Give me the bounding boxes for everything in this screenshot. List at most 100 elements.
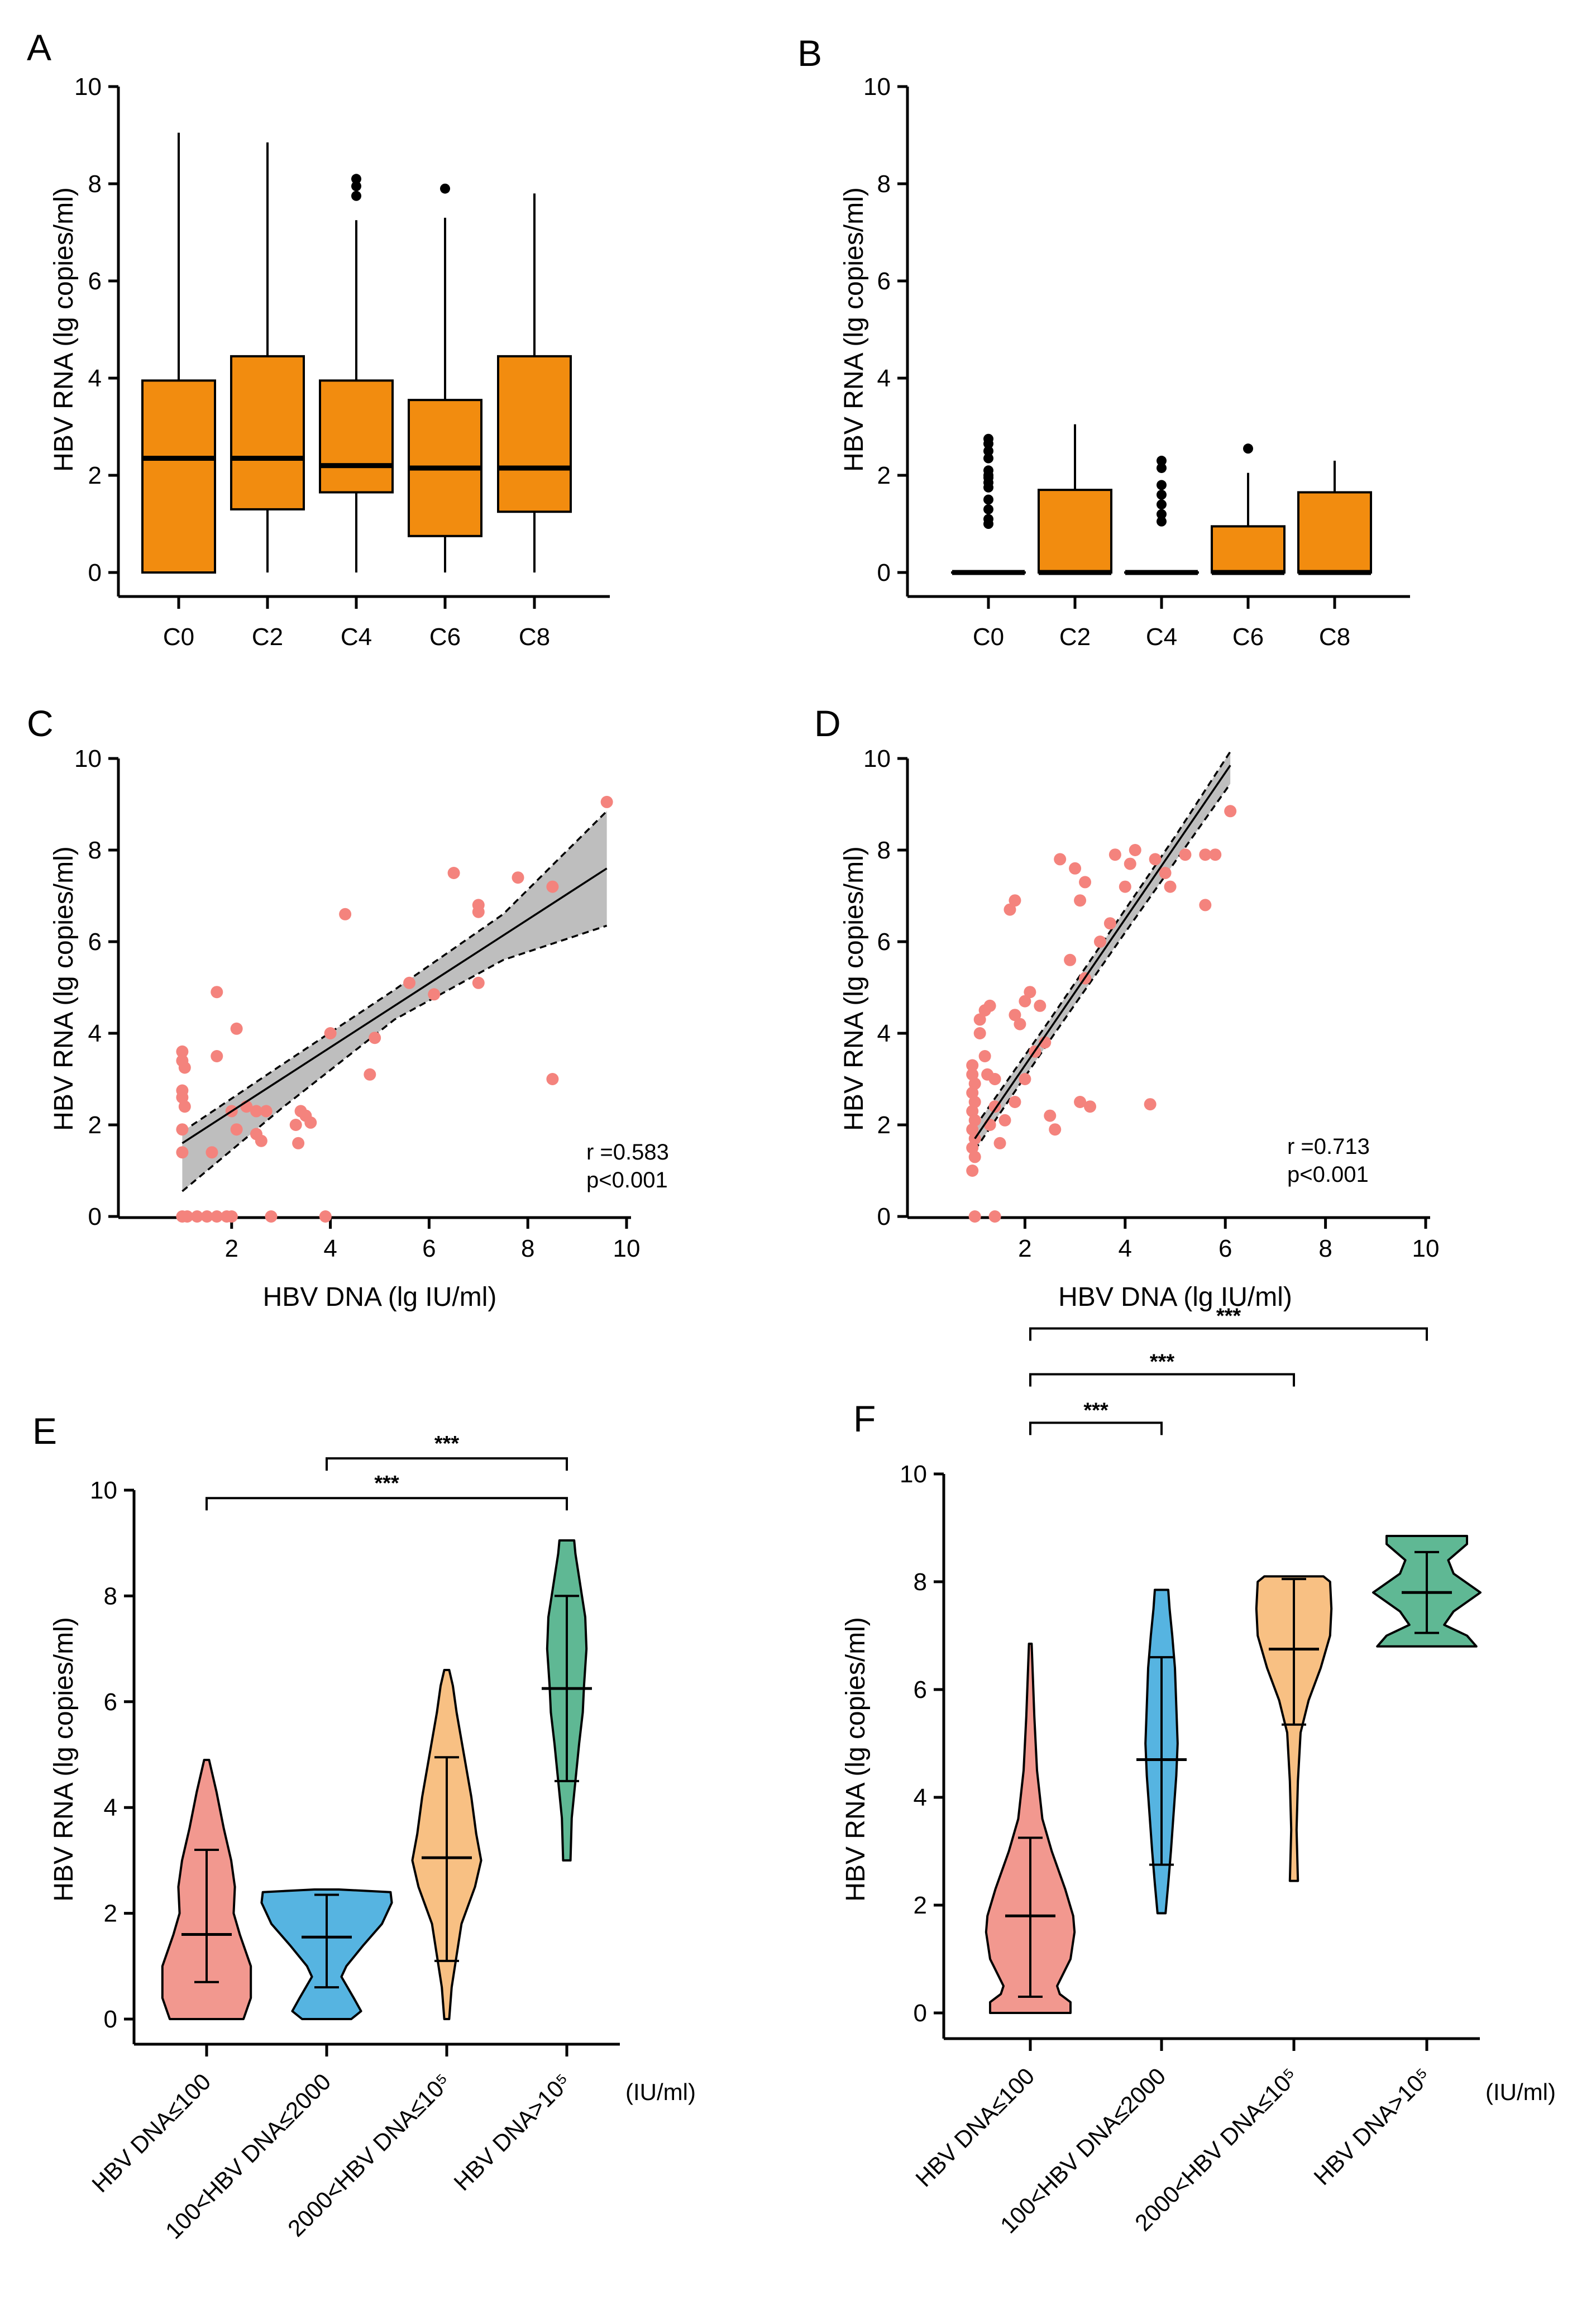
data-point	[304, 1116, 317, 1129]
outlier-point	[983, 494, 993, 505]
data-point	[206, 1146, 218, 1159]
y-tick-label: 4	[104, 1794, 117, 1821]
x-tick-label: 2	[225, 1235, 238, 1262]
outlier-point	[351, 190, 361, 201]
x-tick-label: C8	[519, 623, 550, 651]
x-tick-label: HBV DNA≤100	[87, 2068, 216, 2197]
data-point	[1009, 894, 1021, 907]
data-point	[968, 1151, 981, 1163]
data-point	[364, 1068, 376, 1081]
panel-c: C 0 2 4 6 8 10 HBV RNA (lg copies/ml) 2 4 6 8 10 HBV …	[27, 703, 669, 1312]
y-tick-label: 0	[877, 559, 891, 586]
y-axis-title: HBV RNA (lg copies/ml)	[49, 846, 79, 1130]
y-tick-label: 10	[900, 1461, 927, 1488]
data-point	[973, 1027, 986, 1039]
data-point	[176, 1146, 189, 1159]
outlier-point	[983, 504, 993, 514]
y-tick-label: 2	[877, 462, 891, 489]
data-point	[255, 1134, 267, 1147]
data-point	[1014, 1018, 1026, 1030]
violin	[985, 1642, 1076, 2014]
data-point	[339, 908, 352, 920]
data-point	[178, 1100, 191, 1113]
x-tick-label: 8	[521, 1235, 534, 1262]
data-point	[230, 1123, 243, 1136]
outlier-point	[1243, 443, 1253, 454]
data-point	[1199, 848, 1212, 861]
data-point	[428, 988, 441, 1001]
data-point	[211, 986, 223, 999]
data-point	[1084, 1100, 1097, 1113]
y-tick-label: 8	[88, 837, 102, 864]
panel-b: B 0 2 4 6 8 10 HBV RNA (lg copies/ml) C0 C2 C4 C6 C8	[797, 32, 1410, 651]
x-tick-label: 6	[1218, 1235, 1232, 1262]
data-point	[1004, 903, 1016, 916]
data-point	[983, 999, 996, 1012]
significance-label: ***	[374, 1472, 399, 1495]
x-axis-title: HBV DNA (lg IU/ml)	[1058, 1282, 1292, 1312]
panel-a: A 0 2 4 6 8 10 HBV RNA (lg copies/ml) C0 C2 C4 C6 C8	[27, 27, 610, 651]
data-point	[211, 1050, 223, 1062]
data-point	[472, 905, 485, 918]
x-tick-label: C4	[341, 623, 372, 651]
y-axis-title: HBV RNA (lg copies/ml)	[839, 187, 869, 471]
y-tick-label: 8	[88, 170, 102, 198]
data-point	[988, 1073, 1001, 1085]
outlier-point	[351, 181, 361, 192]
outlier-point	[351, 174, 361, 184]
x-tick-label: C2	[252, 623, 283, 651]
box	[230, 355, 305, 510]
y-tick-label: 8	[104, 1582, 117, 1610]
x-tick-label: 2	[1018, 1235, 1031, 1262]
y-tick-label: 6	[914, 1676, 927, 1704]
data-point	[983, 1119, 996, 1131]
data-point	[973, 1013, 986, 1026]
outlier-point	[1157, 455, 1167, 466]
significance-bracket	[1029, 1373, 1295, 1387]
data-point	[1144, 1098, 1157, 1111]
panel-letter: C	[27, 703, 54, 744]
y-tick-label: 2	[88, 1111, 102, 1139]
significance-label: ***	[1216, 1304, 1241, 1328]
y-tick-label: 10	[863, 73, 891, 101]
data-point	[1019, 995, 1031, 1008]
ci-upper-line	[181, 810, 608, 1133]
data-point	[1108, 848, 1121, 861]
y-tick-label: 0	[877, 1203, 891, 1230]
x-tick-label: C4	[1146, 623, 1177, 651]
panel-letter: A	[27, 27, 51, 68]
significance-bracket	[206, 1497, 568, 1511]
y-tick-label: 8	[877, 170, 891, 198]
data-point	[190, 1210, 203, 1223]
panel-f: F 0 2 4 6 8 10 HBV RNA (lg copies/ml) HBV DNA≤10…	[841, 1304, 1556, 2238]
confidence-band	[182, 811, 607, 1191]
data-point	[265, 1210, 278, 1223]
data-point	[1199, 899, 1212, 912]
y-tick-label: 4	[914, 1784, 927, 1811]
data-point	[988, 1210, 1001, 1223]
box	[497, 355, 572, 513]
y-tick-label: 10	[74, 73, 102, 101]
x-tick-label: C8	[1319, 623, 1350, 651]
outlier-point	[1157, 516, 1167, 527]
y-tick-label: 2	[914, 1892, 927, 1919]
data-point	[1149, 853, 1162, 866]
outlier-point	[1157, 480, 1167, 490]
outlier-point	[440, 183, 450, 194]
x-tick-label: C0	[163, 623, 194, 651]
y-tick-label: 4	[88, 365, 102, 392]
y-tick-label: 4	[88, 1020, 102, 1047]
outlier-point	[1157, 509, 1167, 519]
y-tick-label: 6	[877, 928, 891, 956]
y-tick-label: 6	[88, 268, 102, 295]
data-point	[260, 1105, 273, 1118]
data-point	[1224, 805, 1237, 818]
y-tick-label: 8	[914, 1568, 927, 1596]
p-value: p<0.001	[1287, 1162, 1369, 1187]
fit-line	[181, 867, 608, 1144]
data-point	[289, 1119, 302, 1131]
data-point	[230, 1022, 243, 1035]
data-point	[176, 1045, 189, 1058]
x-tick-label: HBV DNA≤100	[910, 2063, 1039, 2192]
data-point	[998, 1114, 1011, 1127]
